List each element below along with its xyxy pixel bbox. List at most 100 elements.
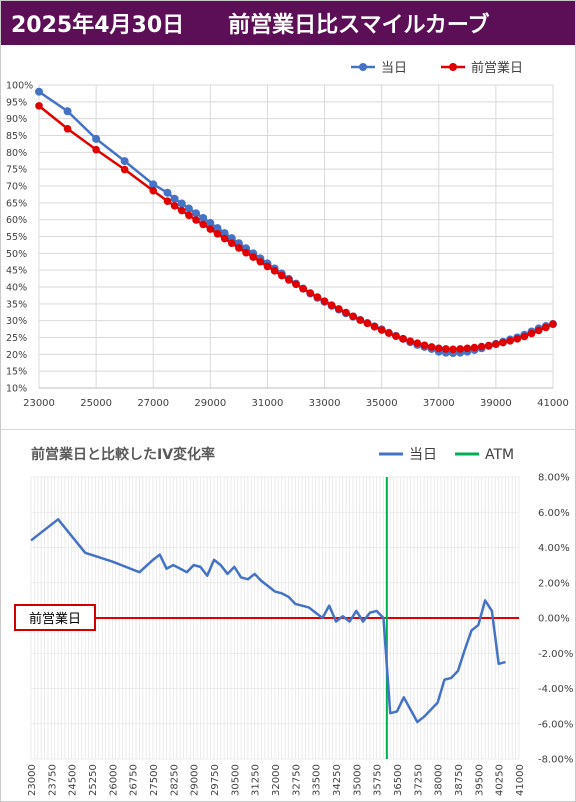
data-point bbox=[413, 339, 422, 348]
x-tick-label: 36500 bbox=[393, 764, 404, 796]
x-tick-label: 37250 bbox=[413, 764, 424, 796]
data-point bbox=[213, 224, 222, 233]
x-tick-label: 28250 bbox=[169, 764, 180, 796]
legend-label: 当日 bbox=[409, 447, 437, 463]
data-point bbox=[185, 211, 193, 220]
data-point bbox=[63, 124, 72, 133]
data-point bbox=[449, 345, 457, 354]
data-point bbox=[192, 209, 201, 218]
y-tick-label: 0.00% bbox=[538, 614, 570, 625]
x-tick-label: 25250 bbox=[88, 764, 99, 796]
data-point bbox=[242, 248, 250, 257]
data-point bbox=[163, 197, 172, 205]
data-point bbox=[520, 332, 529, 341]
data-point bbox=[456, 345, 464, 353]
data-point bbox=[349, 312, 357, 321]
data-point bbox=[392, 332, 400, 340]
data-point bbox=[35, 87, 43, 96]
y-tick-label: 85% bbox=[6, 131, 27, 142]
y-tick-label: 10% bbox=[6, 384, 27, 395]
data-point bbox=[306, 289, 315, 297]
report-title: 前営業日比スマイルカーブ bbox=[228, 13, 490, 38]
series-line-today bbox=[38, 90, 554, 355]
y-tick-label: -8.00% bbox=[538, 755, 573, 766]
legend-label: ATM bbox=[485, 447, 514, 463]
data-point bbox=[277, 271, 286, 280]
chart-divider bbox=[1, 429, 575, 430]
x-tick-label: 41000 bbox=[515, 764, 526, 796]
data-point bbox=[327, 301, 336, 309]
x-tick-label: 26000 bbox=[108, 764, 119, 796]
y-tick-label: 25% bbox=[6, 333, 27, 344]
y-tick-label: 15% bbox=[6, 367, 27, 378]
data-point bbox=[227, 239, 236, 248]
data-point bbox=[177, 199, 186, 208]
data-point bbox=[177, 206, 186, 215]
data-point bbox=[206, 219, 215, 228]
x-tick-label: 29000 bbox=[194, 398, 226, 409]
report-date: 2025年4月30日 bbox=[11, 13, 185, 38]
data-point bbox=[377, 326, 386, 334]
x-tick-label: 37000 bbox=[423, 398, 455, 409]
y-tick-label: -4.00% bbox=[538, 684, 573, 695]
data-point bbox=[92, 145, 100, 154]
previous-day-reference-label: 前営業日 bbox=[14, 604, 96, 631]
x-tick-label: 27000 bbox=[137, 398, 169, 409]
data-point bbox=[220, 229, 229, 238]
y-tick-label: 35% bbox=[6, 299, 27, 310]
y-tick-label: 6.00% bbox=[538, 508, 570, 519]
data-point bbox=[527, 329, 536, 338]
y-tick-label: 20% bbox=[6, 350, 27, 361]
data-point bbox=[192, 216, 200, 224]
x-tick-label: 26750 bbox=[129, 764, 140, 796]
data-point bbox=[442, 345, 450, 353]
x-tick-label: 24500 bbox=[68, 764, 79, 796]
data-point bbox=[263, 262, 272, 271]
data-point bbox=[235, 244, 243, 252]
data-point bbox=[213, 230, 222, 238]
header-banner: 2025年4月30日 前営業日比スマイルカーブ bbox=[1, 1, 575, 45]
data-point bbox=[249, 253, 257, 261]
data-point bbox=[399, 335, 407, 343]
data-point bbox=[484, 341, 493, 350]
data-point bbox=[220, 234, 229, 243]
data-point bbox=[92, 134, 101, 143]
x-tick-label: 29000 bbox=[190, 764, 201, 796]
x-tick-label: 23000 bbox=[23, 398, 55, 409]
x-tick-label: 41000 bbox=[537, 398, 569, 409]
data-point bbox=[427, 343, 436, 351]
data-point bbox=[320, 297, 329, 305]
legend-label: 前営業日 bbox=[471, 60, 523, 76]
data-point bbox=[335, 305, 343, 313]
data-point bbox=[499, 338, 507, 347]
y-tick-label: 100% bbox=[6, 81, 33, 92]
y-tick-label: 90% bbox=[6, 114, 27, 125]
x-tick-label: 23000 bbox=[27, 764, 38, 796]
y-tick-label: 40% bbox=[6, 283, 27, 294]
data-point bbox=[292, 280, 300, 289]
y-tick-label: 45% bbox=[6, 266, 27, 277]
x-tick-label: 32000 bbox=[271, 764, 282, 796]
data-point bbox=[120, 157, 129, 166]
y-tick-label: 8.00% bbox=[538, 473, 570, 484]
data-point bbox=[434, 344, 443, 353]
y-tick-label: 65% bbox=[6, 198, 27, 209]
x-tick-label: 27500 bbox=[149, 764, 160, 796]
x-tick-label: 31000 bbox=[252, 398, 284, 409]
data-point bbox=[285, 276, 293, 284]
x-tick-label: 34250 bbox=[332, 764, 343, 796]
x-tick-label: 39000 bbox=[480, 398, 512, 409]
series-line-previous bbox=[38, 104, 554, 351]
y-tick-label: 80% bbox=[6, 148, 27, 159]
data-point bbox=[35, 102, 43, 110]
data-point bbox=[549, 320, 557, 328]
x-tick-label: 38750 bbox=[454, 764, 465, 796]
y-tick-label: 95% bbox=[6, 97, 27, 108]
x-tick-label: 39500 bbox=[474, 764, 485, 796]
data-point bbox=[420, 341, 429, 350]
data-point bbox=[492, 340, 500, 349]
x-tick-label: 38000 bbox=[434, 764, 445, 796]
x-tick-label: 30500 bbox=[230, 764, 241, 796]
data-point bbox=[149, 186, 158, 195]
